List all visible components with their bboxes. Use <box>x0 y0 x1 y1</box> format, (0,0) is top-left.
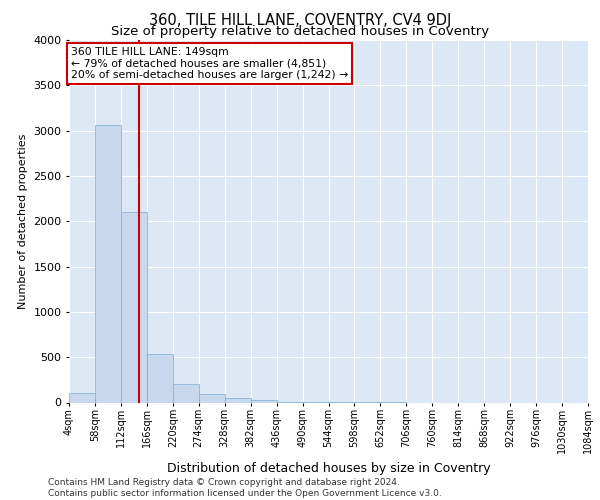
Text: Size of property relative to detached houses in Coventry: Size of property relative to detached ho… <box>111 25 489 38</box>
Text: Contains HM Land Registry data © Crown copyright and database right 2024.
Contai: Contains HM Land Registry data © Crown c… <box>48 478 442 498</box>
Text: 360 TILE HILL LANE: 149sqm
← 79% of detached houses are smaller (4,851)
20% of s: 360 TILE HILL LANE: 149sqm ← 79% of deta… <box>71 48 348 80</box>
Bar <box>173 384 199 402</box>
Y-axis label: Number of detached properties: Number of detached properties <box>17 134 28 309</box>
Text: 360, TILE HILL LANE, COVENTRY, CV4 9DJ: 360, TILE HILL LANE, COVENTRY, CV4 9DJ <box>149 12 451 28</box>
Bar <box>225 398 251 402</box>
Bar <box>147 354 173 403</box>
Bar <box>199 394 224 402</box>
Bar <box>251 400 277 402</box>
Bar <box>121 212 147 402</box>
Bar <box>69 394 95 402</box>
Bar <box>95 125 121 402</box>
X-axis label: Distribution of detached houses by size in Coventry: Distribution of detached houses by size … <box>167 462 490 474</box>
